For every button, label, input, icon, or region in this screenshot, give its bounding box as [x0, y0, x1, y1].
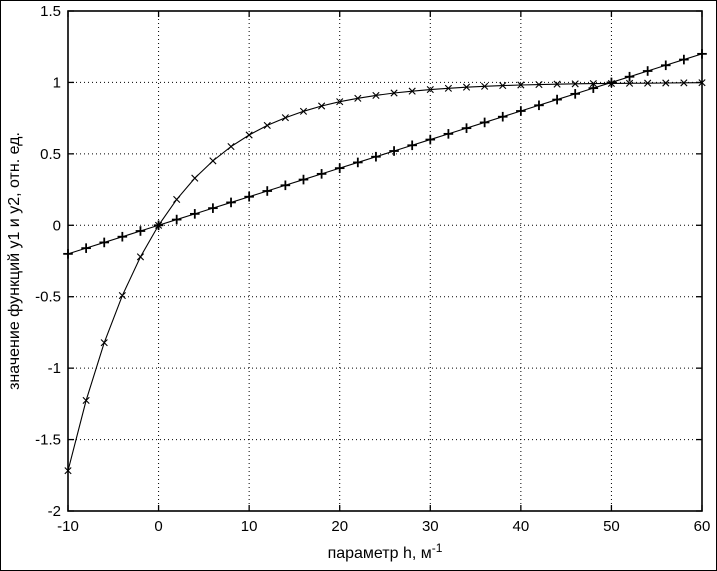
x-marker-icon [517, 81, 525, 89]
x-marker-icon [118, 291, 126, 300]
x-tick-label: 40 [513, 518, 530, 535]
x-marker-icon [481, 82, 489, 90]
x-tick-label: 60 [694, 518, 711, 535]
x-marker-icon [281, 114, 289, 122]
x-marker-icon [336, 98, 344, 106]
y-axis-label: значение функций y1 и y2, отн. ед. [6, 132, 23, 390]
series-markers-1 [64, 79, 706, 475]
x-tick-label: 50 [603, 518, 620, 535]
x-marker-icon [64, 467, 72, 475]
x-marker-icon [227, 142, 235, 151]
y-tick-label: -0.5 [35, 289, 61, 306]
y-tick-label: -2 [48, 503, 61, 520]
x-marker-icon [680, 79, 688, 87]
x-marker-icon [553, 80, 561, 88]
y-tick-label: 1.5 [40, 3, 61, 20]
x-axis-label: параметр h, м-1 [328, 541, 443, 562]
x-tick-label: 30 [422, 518, 439, 535]
series-line-1 [67, 82, 703, 471]
y-tick-label: 0.5 [40, 146, 61, 163]
y-tick-label: 1 [53, 74, 61, 91]
x-marker-icon [462, 83, 471, 91]
y-tick-label: 0 [53, 217, 61, 234]
y-tick-label: -1.5 [35, 432, 61, 449]
x-marker-icon [698, 79, 706, 87]
series-line-2 [67, 53, 703, 255]
x-marker-icon [644, 79, 652, 87]
x-tick-label: 10 [241, 518, 258, 535]
y-tick-label: -1 [48, 360, 61, 377]
x-marker-icon [499, 81, 507, 90]
x-marker-icon [372, 91, 380, 100]
x-marker-icon [390, 89, 398, 97]
x-tick-label: -10 [57, 518, 79, 535]
x-tick-label: 0 [154, 518, 162, 535]
x-marker-icon [408, 87, 416, 95]
x-marker-icon [136, 253, 145, 261]
x-marker-icon [318, 102, 326, 110]
x-marker-icon [571, 80, 579, 88]
x-marker-icon [263, 121, 271, 130]
x-marker-icon [625, 79, 634, 87]
x-tick-label: 20 [331, 518, 348, 535]
x-marker-icon [444, 84, 452, 92]
x-marker-icon [299, 107, 308, 115]
x-marker-icon [354, 94, 362, 102]
x-marker-icon [173, 195, 181, 204]
x-marker-icon [426, 85, 434, 94]
x-marker-icon [245, 131, 253, 139]
x-marker-icon [662, 79, 670, 87]
x-marker-icon [100, 339, 108, 347]
x-marker-icon [82, 396, 90, 405]
series-markers-2 [63, 49, 707, 259]
x-marker-icon [209, 157, 217, 165]
x-marker-icon [191, 174, 199, 182]
plot-box [67, 10, 703, 512]
plot-area [68, 11, 702, 511]
x-marker-icon [535, 80, 543, 89]
